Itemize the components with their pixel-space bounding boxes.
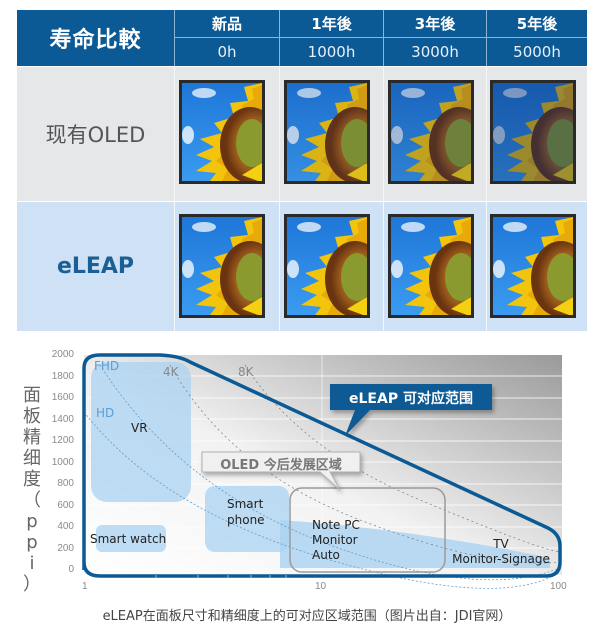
sunflower-image-oled-1000h (284, 80, 370, 184)
y-tick: 1200 (51, 435, 74, 446)
sunflower-image-eleap-0h (179, 214, 265, 318)
sunflower-image-eleap-1000h (284, 214, 370, 318)
region-label-vr: VR (131, 421, 148, 435)
col-header-1yr: 1年後 (279, 10, 383, 38)
region-label-smartwatch: Smart watch (90, 532, 167, 546)
col-header-5yr: 5年後 (486, 10, 587, 38)
col-hours-3000: 3000h (383, 38, 486, 66)
table-row-oled: 现有OLED (17, 67, 587, 201)
y-tick: 1600 (51, 392, 74, 403)
curve-label-hd: HD (96, 406, 115, 420)
row-label-oled: 现有OLED (45, 123, 146, 147)
sunflower-image-oled-3000h (388, 80, 474, 184)
callout-eleap-range: eLEAP 可对应范围 (349, 391, 473, 407)
region-label-notepc: Note PC Monitor Auto (312, 518, 360, 562)
sunflower-image-oled-5000h (490, 80, 576, 184)
y-axis-label: 面板精细度（p p i） (23, 385, 41, 595)
curve-label-4k: 4K (163, 365, 179, 379)
sunflower-image-oled-0h (179, 80, 265, 184)
col-header-new: 新品 (174, 10, 279, 38)
y-tick: 0 (68, 564, 74, 575)
y-tick: 1800 (51, 371, 74, 382)
y-tick: 2000 (51, 349, 74, 360)
y-tick: 400 (57, 521, 74, 532)
x-tick: 100 (550, 581, 567, 592)
region-label-tv: TV Monitor-Signage (452, 537, 550, 566)
x-tick: 1 (82, 581, 88, 592)
x-tick: 10 (315, 581, 327, 592)
curve-label-fhd: FHD (94, 359, 120, 373)
table-title: 寿命比較 (17, 10, 174, 66)
table-row-eleap: eLEAP (17, 202, 587, 331)
row-label-eleap: eLEAP (56, 254, 135, 279)
col-header-3yr: 3年後 (383, 10, 486, 38)
col-hours-1000: 1000h (279, 38, 383, 66)
sunflower-image-eleap-3000h (388, 214, 474, 318)
eleap-coverage-chart: 2000 1800 1600 1400 1200 1000 800 600 40… (0, 340, 614, 600)
y-tick: 600 (57, 500, 74, 511)
chart-plot (82, 353, 562, 589)
col-hours-5000: 5000h (486, 38, 587, 66)
y-tick: 200 (57, 543, 74, 554)
region-label-smartphone: Smart phone (227, 497, 265, 527)
sunflower-image-eleap-5000h (490, 214, 576, 318)
y-tick: 1400 (51, 414, 74, 425)
col-hours-0: 0h (174, 38, 279, 66)
callout-oled-future: OLED 今后发展区域 (220, 458, 342, 473)
y-tick: 800 (57, 478, 74, 489)
y-tick: 1000 (51, 457, 74, 468)
curve-label-8k: 8K (238, 365, 254, 379)
figure-caption: eLEAP在面板尺寸和精细度上的可对应区域范围（图片出自：JDI官网） (102, 609, 512, 624)
lifetime-comparison-table: 寿命比較 新品 1年後 3年後 5年後 0h 1000h 3000h 5000h… (17, 10, 587, 331)
